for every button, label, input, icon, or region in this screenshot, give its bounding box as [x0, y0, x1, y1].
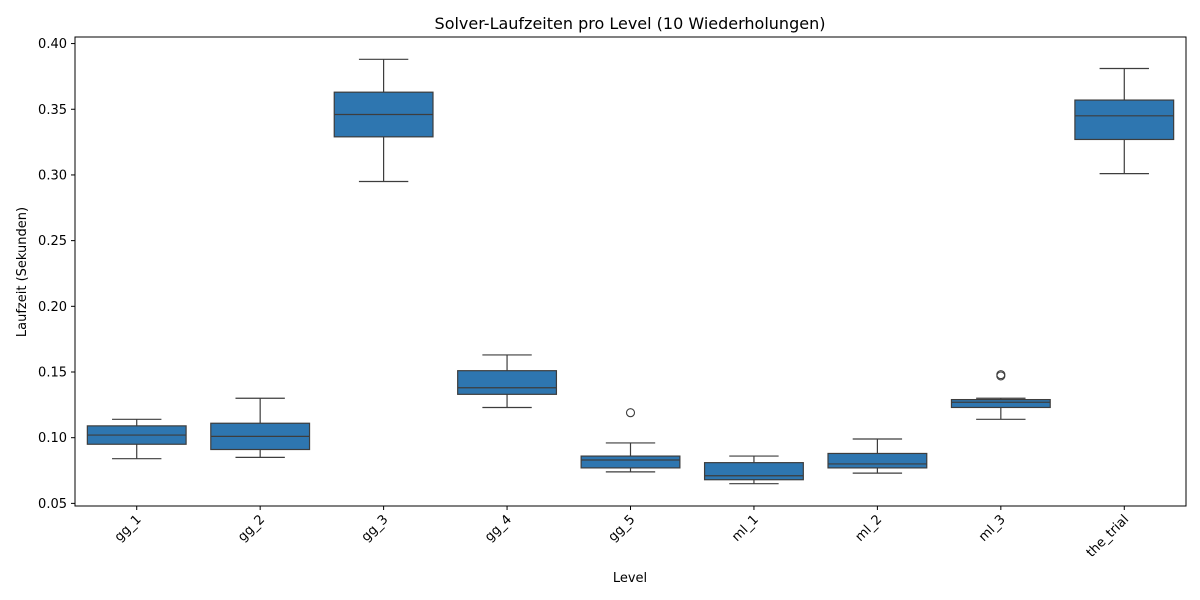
box-gg_4	[457, 370, 558, 395]
x-axis-label: Level	[613, 571, 647, 586]
y-axis-label: Laufzeit (Sekunden)	[15, 207, 30, 337]
y-tick-label: 0.40	[38, 37, 67, 52]
y-tick-label: 0.25	[38, 234, 67, 249]
outlier-point	[625, 408, 636, 418]
y-tick-label: 0.05	[38, 497, 67, 512]
box-the_trial	[1074, 99, 1175, 141]
x-tick-label: gg_2	[235, 512, 268, 545]
box-ml_1	[703, 462, 804, 481]
x-tick-label: gg_4	[482, 512, 515, 545]
outlier-point	[996, 370, 1006, 380]
x-tick-label: ml_2	[853, 512, 886, 545]
box-ml_2	[827, 452, 928, 469]
x-tick-label: ml_1	[729, 512, 762, 545]
y-tick-label: 0.30	[38, 168, 67, 183]
x-tick-label: the_trial	[1084, 512, 1132, 560]
box-gg_5	[580, 455, 681, 469]
y-tick-label: 0.15	[38, 366, 67, 381]
box-ml_3	[950, 398, 1051, 409]
chart-title: Solver-Laufzeiten pro Level (10 Wiederho…	[435, 14, 826, 33]
x-tick-label: gg_3	[359, 512, 392, 545]
x-tick-label: gg_1	[112, 512, 145, 545]
x-tick-label: gg_5	[606, 512, 639, 545]
y-tick-label: 0.10	[38, 431, 67, 446]
y-tick-label: 0.20	[38, 300, 67, 315]
x-tick-label: ml_3	[976, 512, 1009, 545]
plot-area: 0.05 0.10 0.15 0.20 0.25 0.30 0.35 0.40 gg_1 gg_2…	[38, 36, 1187, 561]
y-tick-label: 0.35	[38, 103, 67, 118]
